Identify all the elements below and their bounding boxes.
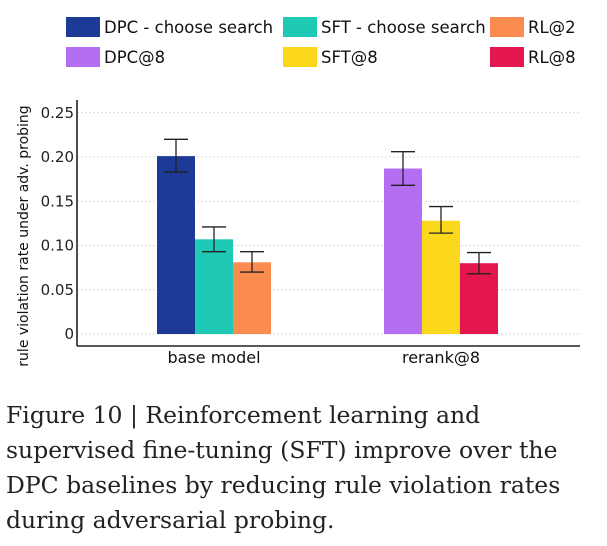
legend-item: DPC - choose search (66, 17, 273, 37)
legend-swatch (66, 17, 100, 37)
legend-label: DPC@8 (104, 48, 165, 67)
legend-swatch (490, 47, 524, 67)
gridlines (77, 112, 580, 335)
y-axis-label: rule violation rate under adv. probing (16, 105, 32, 366)
legend-item: SFT - choose search (283, 17, 486, 37)
legend-label: DPC - choose search (104, 18, 273, 37)
bar (157, 156, 195, 334)
bar (460, 263, 498, 334)
bar (195, 239, 233, 334)
legend-item: DPC@8 (66, 47, 165, 67)
x-category-label: base model (167, 348, 260, 367)
legend-swatch (283, 47, 317, 67)
legend-label: RL@8 (528, 48, 576, 67)
figure-caption: Figure 10 | Reinforcement learning and s… (6, 401, 561, 534)
axes (76, 100, 580, 347)
y-tick-label: 0.20 (41, 148, 74, 166)
y-axis-ticks: 0 0.05 0.10 0.15 0.20 0.25 (41, 104, 74, 343)
error-bars (164, 138, 491, 275)
bar (384, 168, 422, 334)
legend-swatch (66, 47, 100, 67)
legend-label: SFT@8 (321, 48, 378, 67)
legend-item: RL@2 (490, 17, 576, 37)
y-tick-label: 0.15 (41, 192, 74, 210)
y-tick-label: 0.25 (41, 104, 74, 122)
y-tick-label: 0.10 (41, 237, 74, 255)
legend-label: SFT - choose search (321, 18, 486, 37)
bar-chart: DPC - choose search SFT - choose search RL… (16, 17, 580, 367)
legend: DPC - choose search SFT - choose search RL… (66, 17, 576, 67)
bar (233, 262, 271, 334)
legend-item: RL@8 (490, 47, 576, 67)
legend-label: RL@2 (528, 18, 576, 37)
legend-swatch (490, 17, 524, 37)
legend-swatch (283, 17, 317, 37)
y-tick-label: 0.05 (41, 281, 74, 299)
x-category-label: rerank@8 (402, 348, 480, 367)
bars (157, 156, 498, 334)
y-tick-label: 0 (64, 325, 74, 343)
x-axis-categories: base model rerank@8 (167, 348, 480, 367)
bar (422, 220, 460, 334)
legend-item: SFT@8 (283, 47, 378, 67)
